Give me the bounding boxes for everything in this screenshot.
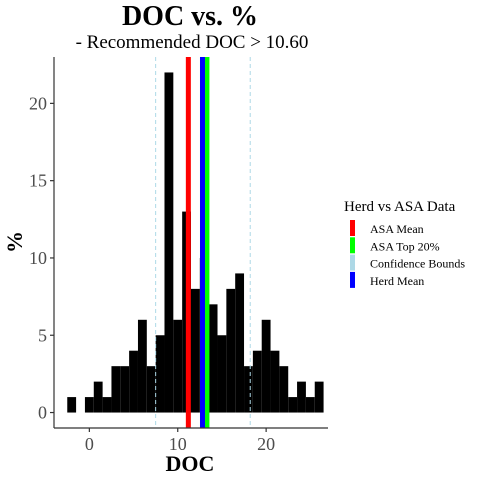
chart-title: DOC vs. %: [122, 1, 258, 32]
histogram-bar: [314, 381, 324, 413]
legend-title: Herd vs ASA Data: [344, 199, 456, 215]
legend-key: [350, 220, 355, 236]
legend-label: Herd Mean: [370, 274, 424, 288]
legend: Herd vs ASA Data ASA Mean ASA Top 20% Conf…: [344, 199, 465, 288]
histogram-bar: [270, 350, 280, 413]
legend-key: [350, 254, 355, 271]
plot-area: 0 10 20 0 5 10 15 20: [29, 57, 328, 454]
histogram-bar: [129, 350, 138, 413]
histogram-bar: [137, 319, 147, 413]
histogram-bar: [164, 72, 174, 413]
histogram-bar: [191, 288, 200, 413]
x-tick-label: 20: [257, 434, 275, 454]
histogram-bar: [226, 288, 236, 413]
y-axis-title: %: [2, 231, 27, 253]
histogram-bar: [244, 366, 253, 413]
legend-key: [350, 271, 355, 288]
y-tick-label: 0: [38, 403, 47, 423]
histogram-bar: [155, 335, 165, 413]
histogram-bar: [305, 397, 315, 413]
histogram-bar: [120, 366, 130, 413]
x-tick-label: 0: [85, 434, 94, 454]
histogram-bar: [173, 319, 183, 413]
histogram-bar: [146, 366, 156, 413]
histogram-bar: [279, 366, 289, 413]
histogram-bar: [111, 366, 121, 413]
histogram-bar: [217, 335, 227, 413]
histogram-bar: [93, 381, 103, 413]
histogram-bar: [252, 350, 262, 413]
histogram-bar: [261, 319, 271, 413]
legend-key: [350, 237, 355, 254]
histogram-bar: [297, 381, 306, 413]
legend-label: Confidence Bounds: [370, 257, 465, 271]
y-tick-label: 5: [38, 325, 47, 345]
histogram-bar: [102, 397, 112, 413]
legend-label: ASA Mean: [370, 222, 424, 236]
x-tick-label: 10: [169, 434, 187, 454]
y-tick-label: 10: [29, 248, 47, 268]
histogram-bar: [288, 397, 298, 413]
histogram-bar: [208, 304, 218, 413]
y-tick-label: 15: [29, 171, 47, 191]
histogram-bar: [84, 397, 94, 413]
histogram-bar: [235, 273, 245, 413]
histogram-bar: [67, 397, 77, 413]
legend-label: ASA Top 20%: [370, 239, 440, 253]
chart-subtitle: - Recommended DOC > 10.60: [76, 32, 309, 53]
y-tick-label: 20: [29, 93, 47, 113]
x-axis-title: DOC: [166, 451, 215, 476]
